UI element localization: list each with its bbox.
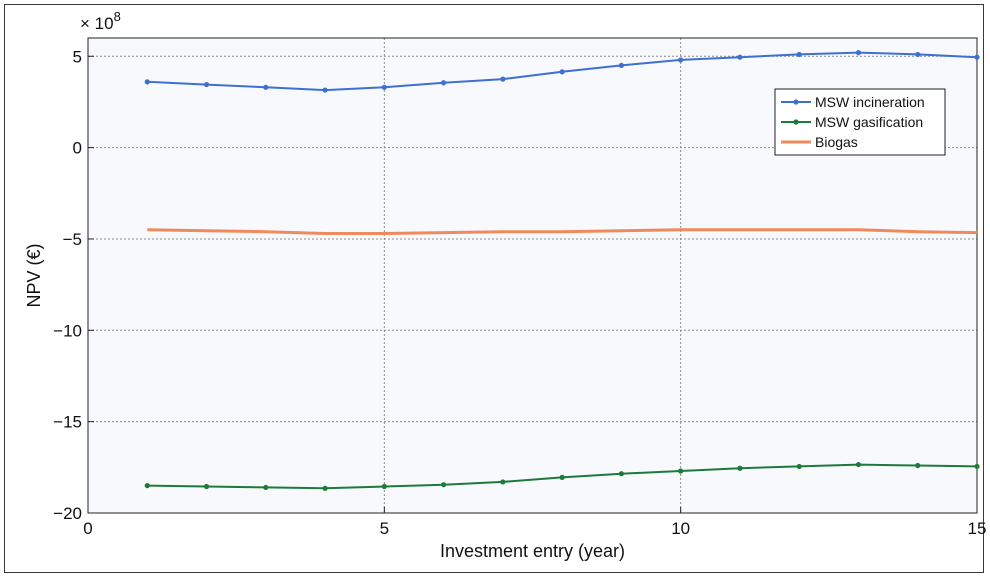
data-point	[737, 54, 743, 60]
data-point	[441, 482, 447, 488]
data-point	[559, 474, 565, 480]
legend-marker	[793, 119, 799, 125]
data-point	[678, 57, 684, 63]
series-line-3	[147, 228, 978, 235]
legend-label: MSW incineration	[815, 94, 925, 110]
y-multiplier-label: × 108	[80, 9, 121, 33]
data-point	[915, 51, 921, 58]
data-point	[855, 461, 862, 468]
data-point	[263, 484, 269, 491]
data-point	[322, 87, 328, 93]
series-layer	[144, 50, 980, 491]
y-axis-label: NPV (€)	[24, 243, 44, 307]
data-point	[500, 76, 506, 82]
x-tick-label: 0	[83, 519, 92, 538]
data-point	[500, 479, 506, 485]
data-point	[855, 50, 862, 56]
plot-border	[87, 37, 978, 514]
data-point	[915, 462, 921, 469]
data-point	[203, 483, 210, 490]
data-point	[678, 468, 684, 474]
data-point	[796, 51, 802, 58]
data-point	[144, 79, 150, 85]
data-point	[203, 81, 210, 88]
axis-ticks: 0 5 10 15 −20 −15 −10 −5 0 5	[53, 47, 986, 538]
data-point	[737, 465, 743, 471]
y-tick-label: 0	[73, 139, 82, 158]
data-point	[974, 463, 980, 470]
x-tick-label: 15	[968, 519, 987, 538]
x-axis-label: Investment entry (year)	[440, 541, 625, 561]
data-point	[618, 471, 625, 477]
data-point	[618, 62, 625, 69]
data-point	[559, 69, 565, 75]
figure-border	[4, 4, 984, 573]
y-tick-label: −10	[53, 321, 82, 340]
y-tick-label: −15	[53, 413, 82, 432]
x-tick-label: 10	[671, 519, 690, 538]
legend-marker	[793, 99, 799, 105]
data-point	[144, 482, 150, 489]
data-point	[381, 483, 387, 490]
data-point	[263, 84, 269, 90]
data-point	[381, 84, 387, 90]
data-point	[322, 485, 328, 491]
x-tick-label: 5	[380, 519, 389, 538]
legend: MSW incineration MSW gasification Biogas	[774, 88, 946, 156]
legend-label: MSW gasification	[815, 114, 923, 130]
legend-label: Biogas	[815, 134, 858, 150]
data-point	[974, 54, 980, 60]
y-tick-label: 5	[73, 47, 82, 66]
y-tick-label: −20	[53, 504, 82, 523]
data-point	[796, 463, 802, 470]
data-point	[441, 80, 447, 86]
y-tick-label: −5	[63, 230, 82, 249]
